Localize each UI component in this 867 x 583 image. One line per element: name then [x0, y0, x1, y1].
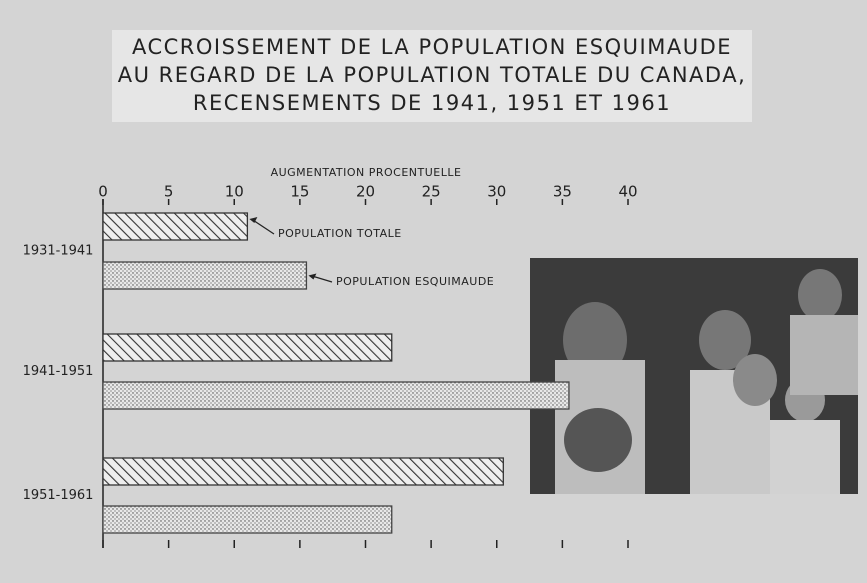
chart-title: ACCROISSEMENT DE LA POPULATION ESQUIMAUD… — [132, 35, 732, 59]
x-tick-label: 20 — [356, 183, 375, 201]
category-label: 1951-1961 — [23, 488, 94, 503]
x-tick-label: 40 — [618, 183, 637, 201]
x-tick-label: 35 — [553, 183, 572, 201]
x-tick-label: 30 — [487, 183, 506, 201]
bar — [103, 334, 392, 361]
page: ACCROISSEMENT DE LA POPULATION ESQUIMAUD… — [0, 0, 867, 583]
legend-label: POPULATION ESQUIMAUDE — [336, 275, 494, 288]
legend-label: POPULATION TOTALE — [278, 227, 402, 240]
x-tick-label: 25 — [422, 183, 441, 201]
x-tick-label: 5 — [164, 183, 174, 201]
bar — [103, 382, 569, 409]
category-label: 1931-1941 — [23, 244, 94, 259]
category-label: 1941-1951 — [23, 364, 94, 379]
bar — [103, 262, 306, 289]
x-tick-label: 15 — [290, 183, 309, 201]
bar — [103, 213, 247, 240]
bar — [103, 458, 503, 485]
x-tick-label: 0 — [98, 183, 108, 201]
photo — [530, 258, 858, 494]
x-axis-label: AUGMENTATION PROCENTUELLE — [271, 166, 462, 179]
chart-title: AU REGARD DE LA POPULATION TOTALE DU CAN… — [118, 63, 747, 87]
chart-title: RECENSEMENTS DE 1941, 1951 ET 1961 — [193, 91, 671, 115]
bar — [103, 506, 392, 533]
x-tick-label: 10 — [225, 183, 244, 201]
